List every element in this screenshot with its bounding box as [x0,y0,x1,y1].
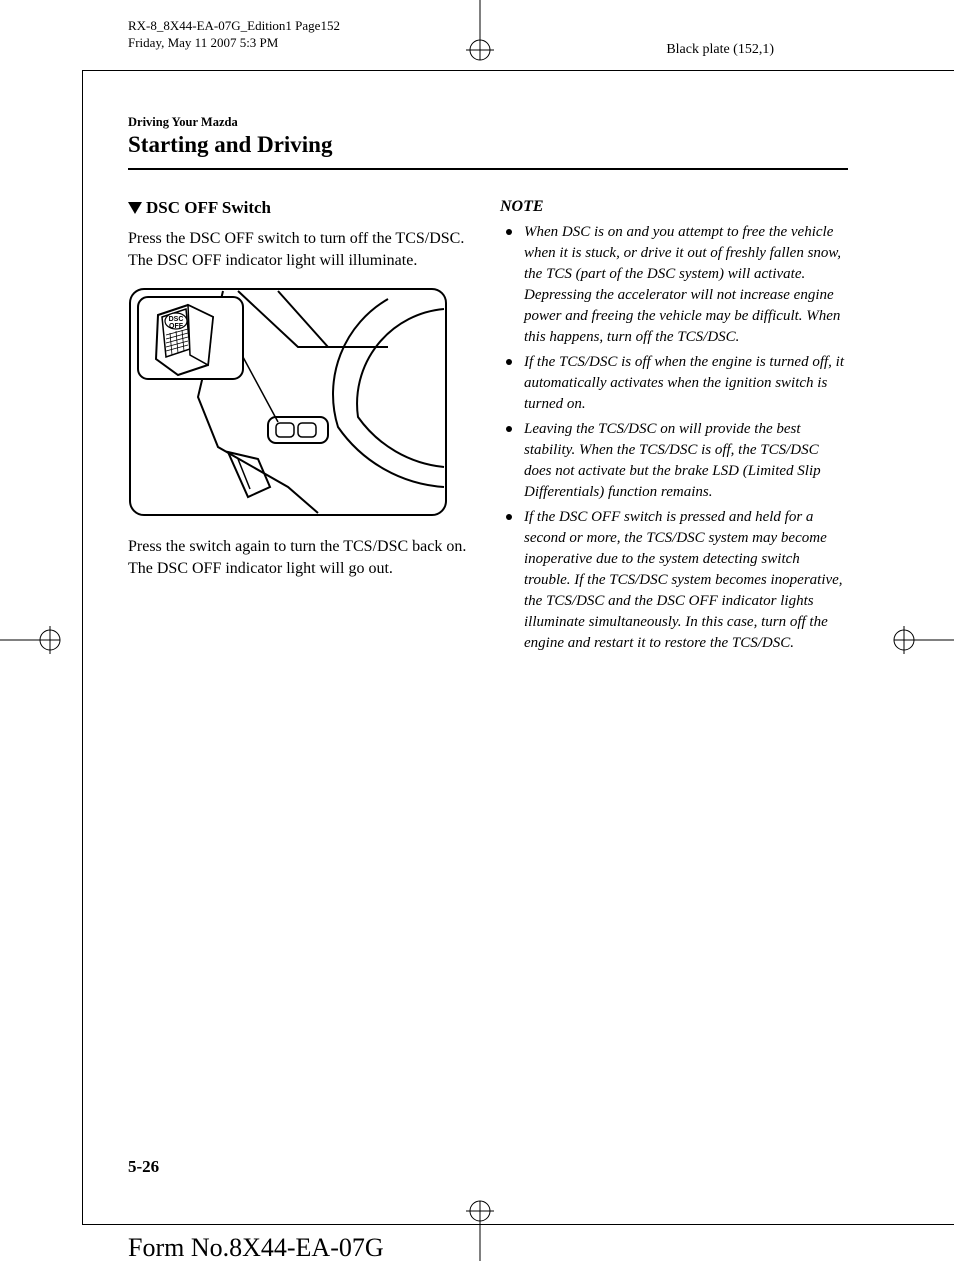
page-content: Driving Your Mazda Starting and Driving … [128,115,848,658]
registration-mark-left [0,620,72,660]
side-rule [82,70,83,1225]
top-rule [82,70,954,71]
note-list: When DSC is on and you attempt to free t… [500,222,848,654]
black-plate-label: Black plate (152,1) [666,42,774,58]
bottom-rule [82,1224,954,1225]
dsc-off-heading-text: DSC OFF Switch [146,198,271,217]
triangle-down-icon [128,202,142,214]
doc-id: RX-8_8X44-EA-07G_Edition1 Page152 [128,18,340,35]
dsc-off-p2: Press the switch again to turn the TCS/D… [128,536,476,579]
title-rule [128,168,848,170]
right-column: NOTE When DSC is on and you attempt to f… [500,198,848,658]
registration-mark-top [460,0,500,72]
left-column: DSC OFF Switch Press the DSC OFF switch … [128,198,476,658]
registration-mark-bottom [460,1189,500,1261]
breadcrumb: Driving Your Mazda [128,115,848,130]
note-item: When DSC is on and you attempt to free t… [506,222,848,348]
switch-label-off: OFF [169,323,184,330]
note-item: If the DSC OFF switch is pressed and hel… [506,507,848,654]
page-number: 5-26 [128,1157,159,1177]
form-number: Form No.8X44-EA-07G [128,1233,384,1263]
dsc-off-p1: Press the DSC OFF switch to turn off the… [128,228,476,271]
note-item: Leaving the TCS/DSC on will provide the … [506,419,848,503]
section-title: Starting and Driving [128,132,848,158]
registration-mark-right [882,620,954,660]
doc-timestamp: Friday, May 11 2007 5:3 PM [128,35,340,52]
switch-label-dsc: DSC [169,316,184,323]
dsc-off-heading: DSC OFF Switch [128,198,476,218]
header-meta: RX-8_8X44-EA-07G_Edition1 Page152 Friday… [128,18,340,52]
dsc-off-switch-diagram: DSC OFF [128,287,448,517]
note-heading: NOTE [500,198,848,216]
note-item: If the TCS/DSC is off when the engine is… [506,352,848,415]
